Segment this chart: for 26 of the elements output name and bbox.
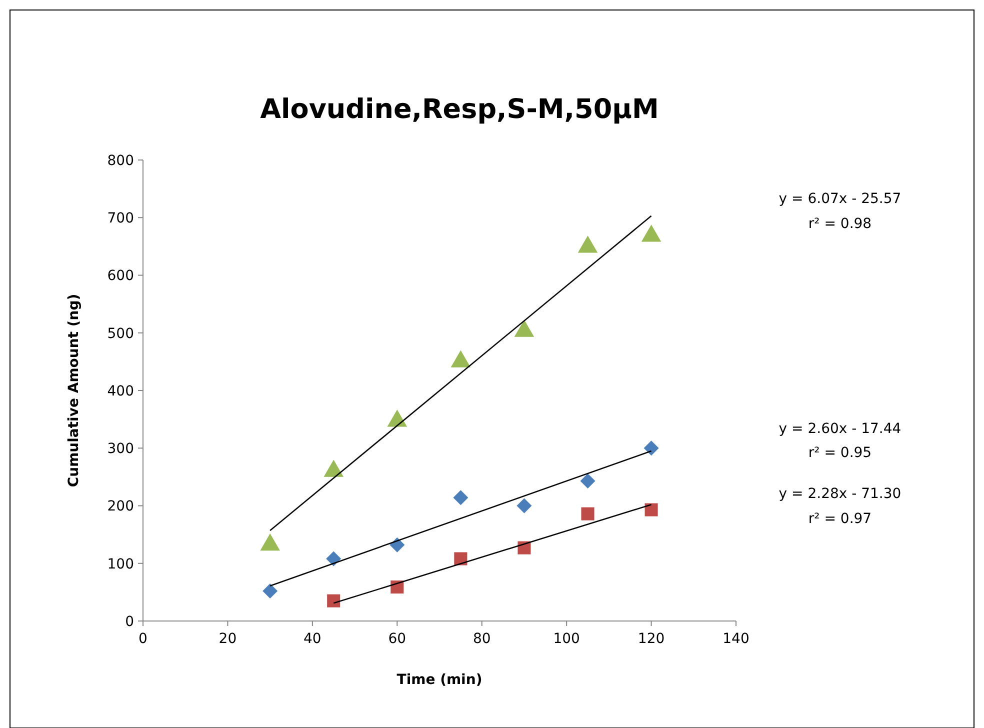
text: r² = 0.97 (808, 511, 872, 527)
x-tick-label: 40 (304, 631, 322, 647)
x-axis-title: Time (min) (396, 672, 482, 688)
text: y = 6.07x - 25.57 (778, 191, 902, 207)
y-tick-label: 0 (125, 614, 134, 630)
y-axis-title: Cumulative Amount (ng) (66, 294, 82, 488)
text: y = 2.60x - 17.44 (778, 421, 902, 437)
text: r² = 0.95 (808, 445, 872, 461)
x-tick-label: 140 (722, 631, 750, 647)
y-tick-label: 100 (107, 556, 134, 572)
y-tick-label: 400 (107, 383, 134, 400)
chart-title: Alovudine,Resp,S-M,50μM (260, 94, 659, 125)
y-tick-label: 800 (107, 152, 134, 169)
text: r² = 0.98 (808, 216, 872, 232)
y-tick-label: 700 (107, 210, 134, 227)
x-tick-label: 80 (472, 631, 491, 647)
y-tick-label: 500 (107, 326, 134, 342)
x-tick-label: 100 (553, 631, 580, 647)
x-tick-label: 60 (388, 631, 406, 647)
x-tick-label: 20 (218, 631, 237, 647)
text: y = 2.28x - 71.30 (778, 486, 902, 502)
x-tick-label: 120 (638, 631, 665, 647)
x-tick-label: 0 (138, 631, 148, 647)
y-tick-label: 300 (107, 441, 134, 458)
y-tick-label: 600 (107, 268, 134, 284)
y-tick-label: 200 (107, 498, 134, 515)
